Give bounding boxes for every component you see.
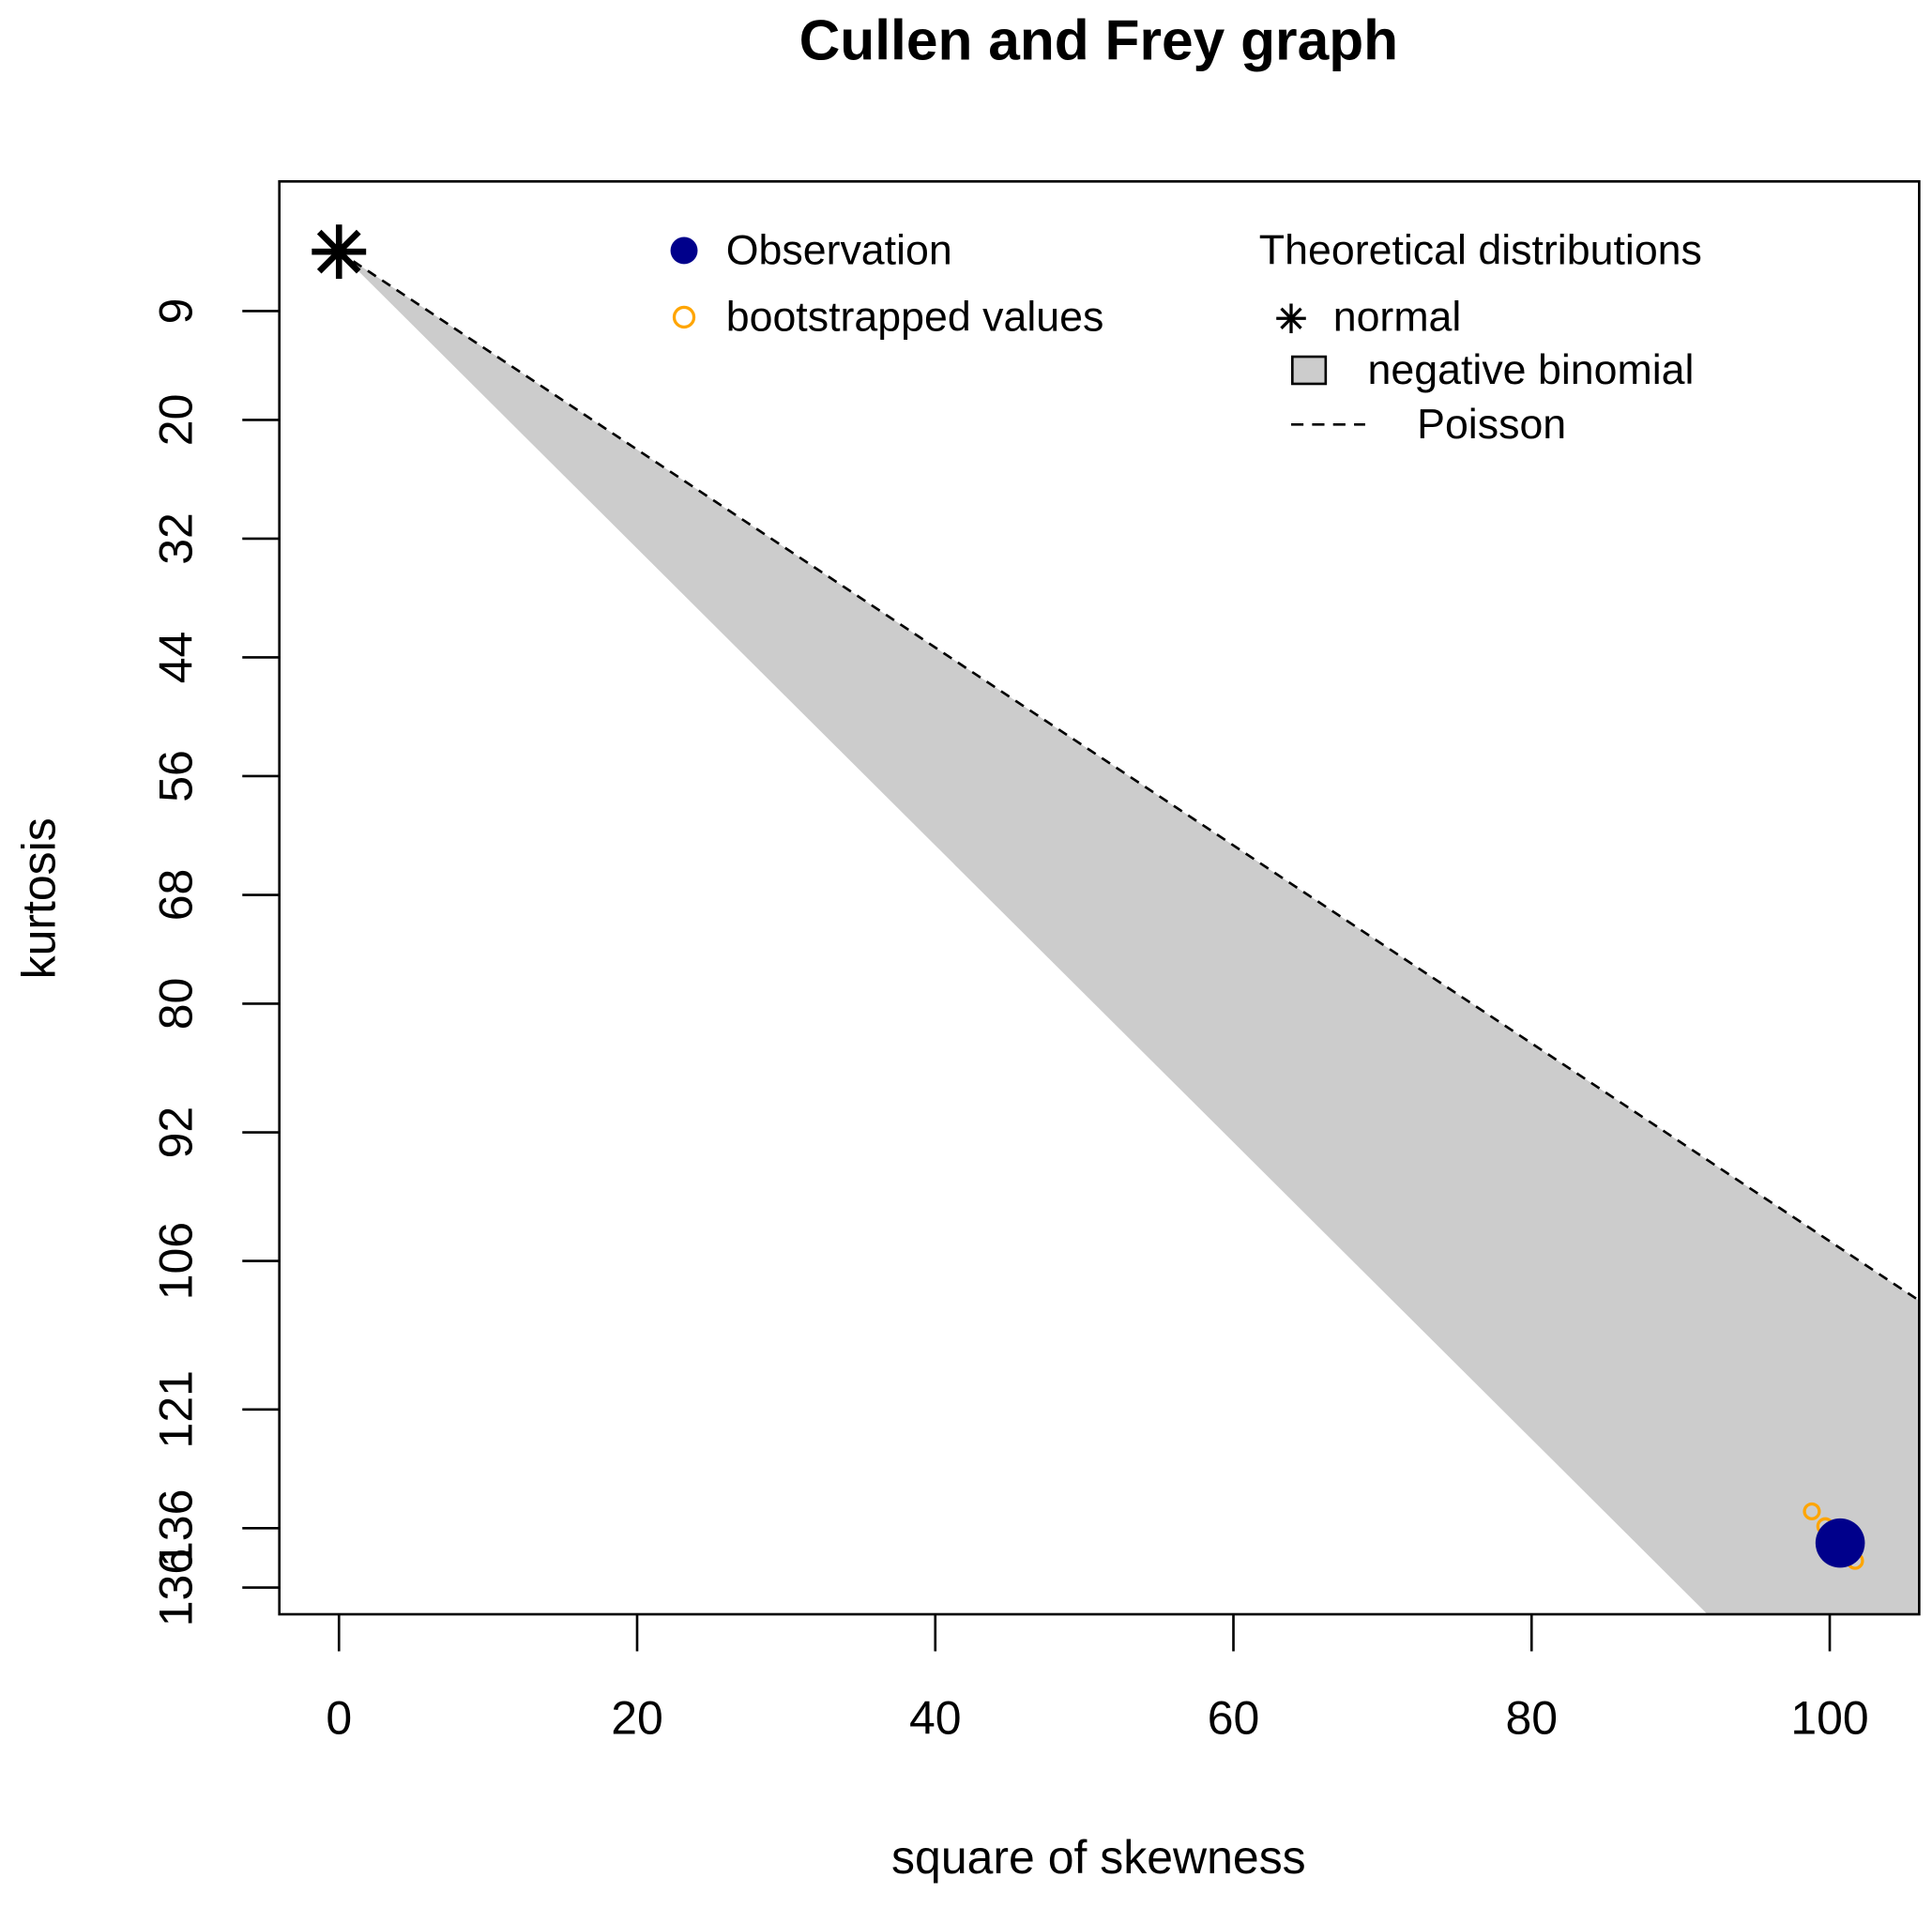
legend-title: Theoretical distributions: [1259, 227, 1702, 273]
y-tick-label: 44: [149, 632, 202, 684]
x-tick-label: 100: [1790, 1692, 1868, 1745]
y-tick-label: 136: [149, 1549, 202, 1626]
y-tick-label: 121: [149, 1370, 202, 1448]
y-tick-label: 20: [149, 394, 202, 447]
x-tick-label: 20: [611, 1692, 663, 1745]
x-axis-label: square of skewness: [891, 1831, 1306, 1884]
normal-point: [312, 224, 367, 280]
y-tick-label: 92: [149, 1107, 202, 1159]
legend-symbol: [670, 237, 698, 265]
legend-symbol: [672, 305, 696, 329]
y-tick-label: 80: [149, 978, 202, 1030]
legend-label: negative binomial: [1368, 347, 1695, 393]
y-tick-label: 56: [149, 750, 202, 802]
y-tick-label: 136: [149, 1489, 202, 1567]
legend-label: bootstrapped values: [726, 294, 1104, 340]
plot-frame: [278, 179, 1921, 1616]
legend-symbol: [1276, 303, 1306, 334]
y-tick-label: 68: [149, 869, 202, 922]
legend-label: normal: [1333, 294, 1462, 340]
legend-label: Observation: [726, 227, 952, 273]
x-tick-label: 0: [326, 1692, 352, 1745]
x-tick-label: 60: [1208, 1692, 1260, 1745]
legend: Observation bootstrapped values Theoreti…: [670, 227, 1702, 448]
negative-binomial-region: [339, 252, 1920, 1615]
x-tick-label: 40: [909, 1692, 962, 1745]
y-tick-label: 9: [149, 298, 202, 325]
observation-point: [1815, 1518, 1865, 1568]
y-tick-label: 32: [149, 512, 202, 565]
legend-symbol: [1291, 355, 1328, 386]
plot-area: [338, 251, 1920, 1615]
x-tick-label: 80: [1505, 1692, 1558, 1745]
y-tick-label: 106: [149, 1222, 202, 1300]
y-axis-label: kurtosis: [12, 817, 65, 979]
legend-label: Poisson: [1417, 402, 1566, 448]
bootstrap-point: [1803, 1502, 1821, 1520]
chart-title: Cullen and Frey graph: [799, 8, 1399, 71]
poisson-line: [338, 251, 1920, 1302]
